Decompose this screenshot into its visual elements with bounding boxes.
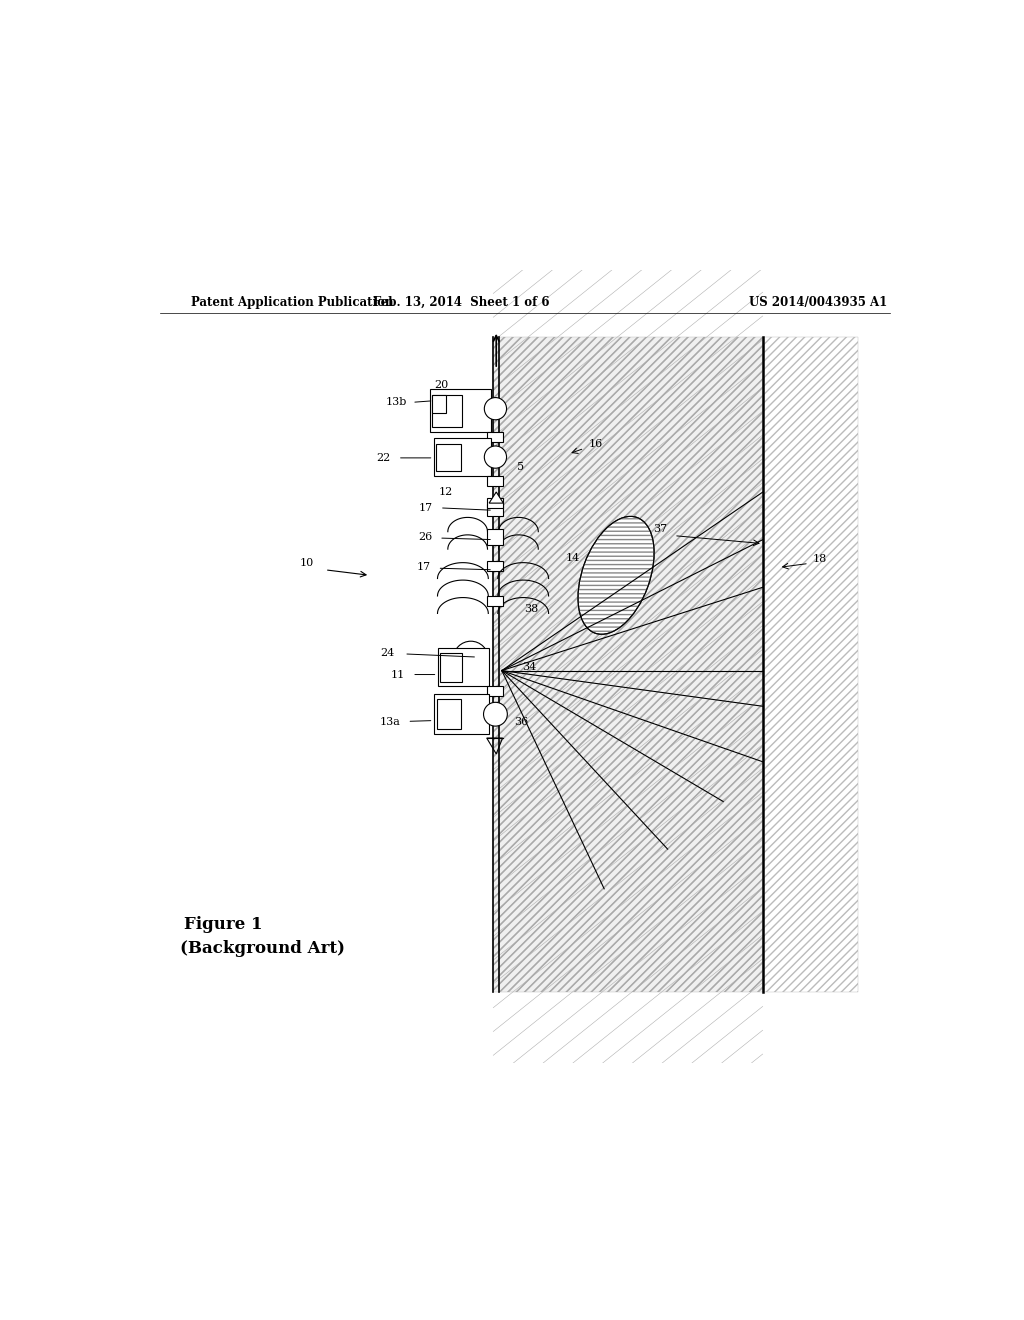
Text: 26: 26 (419, 532, 433, 543)
Bar (436, 444, 462, 471)
Text: 13a: 13a (380, 717, 400, 727)
Bar (437, 648, 489, 686)
Text: 16: 16 (589, 440, 603, 449)
Text: 38: 38 (524, 605, 539, 615)
Bar (486, 686, 503, 696)
Bar (430, 389, 492, 433)
Text: US 2014/0043935 A1: US 2014/0043935 A1 (750, 296, 888, 309)
Bar (436, 700, 461, 729)
Bar (433, 694, 489, 734)
Text: 22: 22 (377, 453, 391, 463)
Text: 13b: 13b (386, 397, 407, 408)
Circle shape (484, 446, 507, 469)
Text: 18: 18 (813, 554, 827, 565)
Bar (433, 438, 490, 477)
Text: 24: 24 (380, 648, 394, 659)
Bar (486, 561, 503, 572)
Polygon shape (489, 492, 504, 503)
Bar (432, 395, 462, 426)
Text: 14: 14 (565, 553, 580, 562)
Bar (486, 498, 503, 508)
Text: Feb. 13, 2014  Sheet 1 of 6: Feb. 13, 2014 Sheet 1 of 6 (373, 296, 550, 309)
Bar (432, 395, 446, 413)
Ellipse shape (578, 516, 654, 635)
Text: 17: 17 (416, 562, 430, 573)
Text: 20: 20 (434, 380, 449, 389)
Polygon shape (494, 337, 763, 991)
Text: Figure 1: Figure 1 (183, 916, 262, 933)
Text: 17: 17 (419, 503, 433, 513)
Text: 34: 34 (521, 661, 536, 672)
Circle shape (483, 702, 507, 726)
Bar (440, 653, 462, 682)
Bar (486, 595, 503, 606)
Text: 12: 12 (438, 487, 453, 498)
Bar (486, 433, 503, 442)
Polygon shape (494, 337, 763, 991)
Bar (486, 529, 503, 545)
Bar (486, 504, 503, 516)
Text: Patent Application Publication: Patent Application Publication (191, 296, 394, 309)
Circle shape (454, 642, 488, 676)
Circle shape (484, 397, 507, 420)
Text: 5: 5 (517, 462, 524, 471)
Text: 37: 37 (652, 524, 667, 535)
Text: (Background Art): (Background Art) (179, 940, 345, 957)
Bar (486, 477, 503, 486)
Text: 36: 36 (514, 717, 528, 727)
Text: 11: 11 (391, 669, 404, 680)
Text: 10: 10 (299, 558, 313, 569)
